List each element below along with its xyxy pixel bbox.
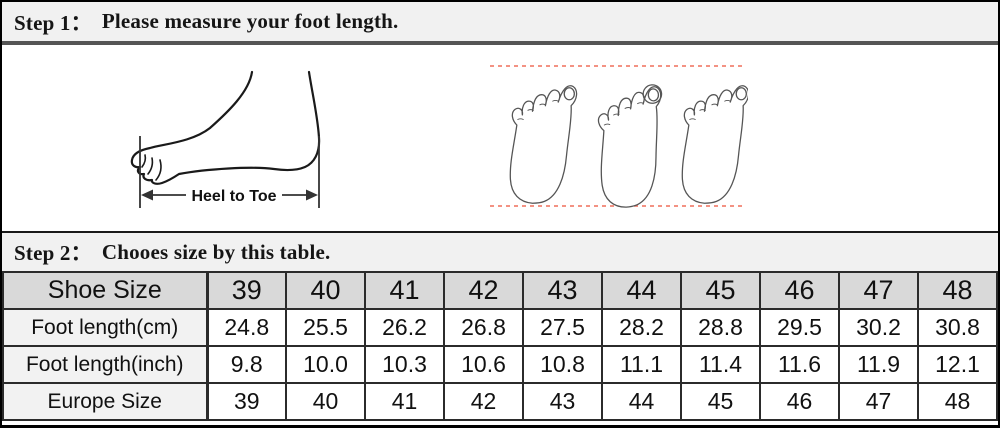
- table-row-shoe-size: Shoe Size 39 40 41 42 43 44 45 46 47 48: [2, 271, 998, 310]
- table-cell: 45: [680, 271, 761, 310]
- table-cell: 26.2: [364, 308, 445, 347]
- table-cell: 30.8: [917, 308, 998, 347]
- step2-text: Chooes size by this table.: [101, 239, 331, 264]
- foot-outlines-diagram: [490, 65, 748, 210]
- table-cell: 44: [601, 382, 682, 421]
- table-cell: 28.8: [680, 308, 761, 347]
- table-cell: 41: [364, 382, 445, 421]
- arrowheads: [141, 189, 318, 201]
- table-cell: 45: [680, 382, 761, 421]
- table-cell: 42: [443, 271, 524, 310]
- step2-header: Step 2： Chooes size by this table.: [2, 231, 998, 271]
- table-cell: 27.5: [522, 308, 603, 347]
- table-cell: 48: [917, 271, 998, 310]
- table-cell: 44: [601, 271, 682, 310]
- row-label: Foot length(cm): [2, 308, 209, 347]
- step2-label: Step 2：: [14, 241, 92, 265]
- table-cell: 10.0: [285, 345, 366, 384]
- foot-outline-icon-1: [509, 85, 578, 204]
- table-row-foot-length-cm: Foot length(cm) 24.8 25.5 26.2 26.8 27.5…: [2, 308, 998, 347]
- table-cell: 29.5: [759, 308, 840, 347]
- diagram-area: Heel to Toe: [2, 45, 998, 231]
- table-cell: 46: [759, 271, 840, 310]
- table-cell: 43: [522, 382, 603, 421]
- table-cell: 24.8: [206, 308, 287, 347]
- table-cell: 10.3: [364, 345, 445, 384]
- table-cell: 10.6: [443, 345, 524, 384]
- heel-to-toe-label: Heel to Toe: [191, 188, 276, 205]
- table-row-europe-size: Europe Size 39 40 41 42 43 44 45 46 47 4…: [2, 382, 998, 421]
- row-label: Shoe Size: [2, 271, 209, 310]
- foot-outline-icon-2: [593, 84, 671, 210]
- row-label: Europe Size: [2, 382, 209, 421]
- foot-profile-outline: [130, 70, 321, 185]
- table-cell: 39: [206, 382, 287, 421]
- table-cell: 47: [838, 271, 919, 310]
- table-cell: 46: [759, 382, 840, 421]
- row-label: Foot length(inch): [2, 345, 209, 384]
- table-cell: 11.9: [838, 345, 919, 384]
- table-cell: 47: [838, 382, 919, 421]
- size-table: Shoe Size 39 40 41 42 43 44 45 46 47 48 …: [2, 271, 998, 421]
- table-cell: 26.8: [443, 308, 524, 347]
- table-cell: 30.2: [838, 308, 919, 347]
- table-cell: 10.8: [522, 345, 603, 384]
- table-cell: 25.5: [285, 308, 366, 347]
- table-cell: 12.1: [917, 345, 998, 384]
- foot-outline-icon-3: [681, 85, 748, 204]
- table-cell: 28.2: [601, 308, 682, 347]
- table-cell: 11.6: [759, 345, 840, 384]
- table-cell: 43: [522, 271, 603, 310]
- step1-text: Please measure your foot length.: [101, 9, 399, 33]
- table-cell: 42: [443, 382, 524, 421]
- table-cell: 40: [285, 382, 366, 421]
- table-cell: 11.1: [601, 345, 682, 384]
- table-cell: 39: [206, 271, 287, 310]
- table-row-foot-length-inch: Foot length(inch) 9.8 10.0 10.3 10.6 10.…: [2, 345, 998, 384]
- table-cell: 40: [285, 271, 366, 310]
- step1-header: Step 1： Please measure your foot length.: [2, 2, 998, 45]
- step1-label: Step 1：: [14, 10, 92, 35]
- side-foot-measure-icon: Heel to Toe: [130, 70, 321, 208]
- table-cell: 9.8: [206, 345, 287, 384]
- table-cell: 48: [917, 382, 998, 421]
- table-cell: 41: [364, 271, 445, 310]
- table-cell: 11.4: [680, 345, 761, 384]
